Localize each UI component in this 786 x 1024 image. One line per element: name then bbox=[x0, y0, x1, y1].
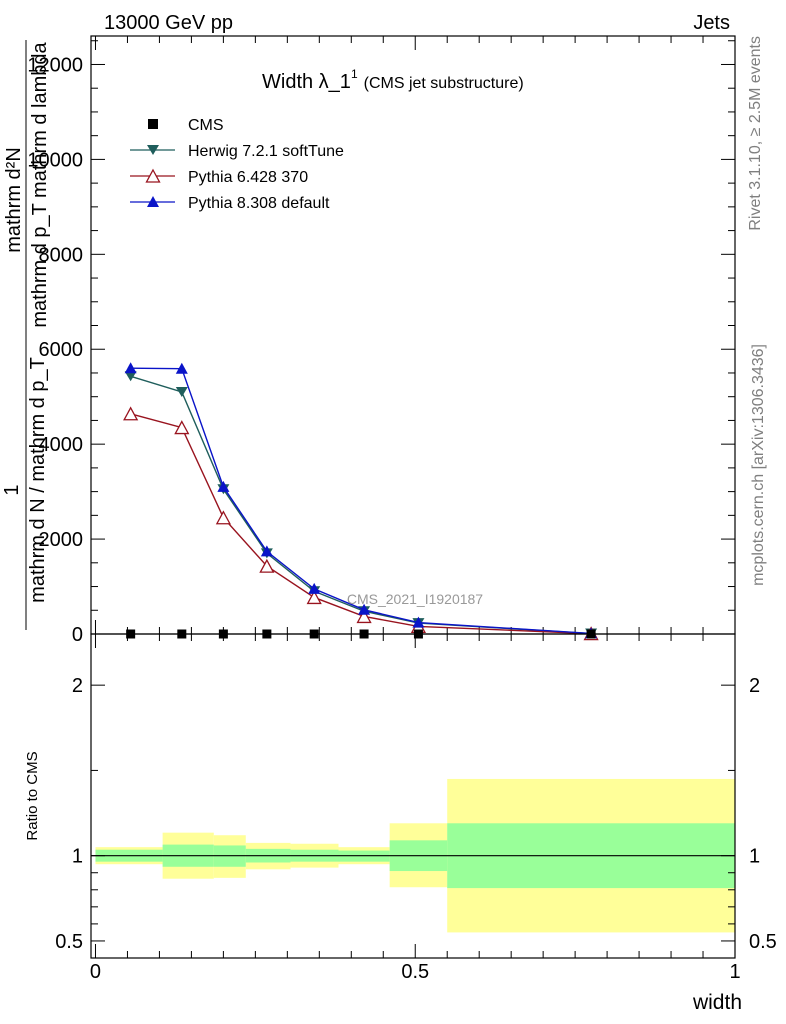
point-pythia6-0 bbox=[123, 406, 139, 421]
main-ytick-label-3: 6000 bbox=[39, 339, 84, 361]
ratio-ytick-label-right-0: 0.5 bbox=[749, 931, 777, 953]
point-pythia6-2 bbox=[215, 510, 231, 525]
point-pythia8-3 bbox=[260, 545, 273, 557]
ylabel-bottom: mathrm d N / mathrm d p_T bbox=[27, 357, 49, 603]
legend-label-pythia6: Pythia 6.428 370 bbox=[188, 169, 308, 186]
ylabel-mid: mathrm d p_T mathrm d lambda bbox=[29, 41, 51, 327]
xlabel: width bbox=[692, 991, 742, 1014]
ratio-ytick-label-right-1: 1 bbox=[749, 846, 760, 868]
point-pythia8-5 bbox=[358, 603, 371, 615]
plot-title-sup: 1 bbox=[351, 67, 358, 81]
legend-marker-herwig bbox=[147, 145, 159, 155]
ratio-ytick-label-left-1: 1 bbox=[72, 846, 83, 868]
legend-marker-pythia6 bbox=[145, 168, 161, 183]
main-ylabel: mathrm d²N mathrm d p_T mathrm d lambda … bbox=[1, 40, 51, 630]
header-left: 13000 GeV pp bbox=[104, 12, 233, 34]
ratio-ylabel: Ratio to CMS bbox=[24, 751, 41, 840]
series-line-pythia6 bbox=[130, 413, 592, 635]
main-ytick-label-2: 4000 bbox=[39, 434, 84, 456]
legend-entry-pythia6: Pythia 6.428 370 bbox=[130, 168, 308, 186]
main-ytick-label-1: 2000 bbox=[39, 529, 84, 551]
legend: CMS Herwig 7.2.1 softTune Pythia 6.428 3… bbox=[130, 117, 344, 212]
series-pythia8 bbox=[124, 362, 598, 639]
header-right: Jets bbox=[693, 12, 730, 34]
point-pythia6-1 bbox=[174, 420, 190, 435]
analysis-watermark: CMS_2021_I1920187 bbox=[347, 591, 483, 607]
xtick-label-1: 0.5 bbox=[401, 961, 429, 983]
legend-marker-pythia8 bbox=[147, 196, 159, 207]
main-panel: 0 2000 4000 6000 8000 10000 12000 bbox=[27, 35, 736, 646]
point-pythia8-6 bbox=[412, 616, 425, 628]
point-pythia6-3 bbox=[259, 558, 275, 573]
ratio-ytick-label-left-2: 2 bbox=[72, 675, 83, 697]
ratio-frame bbox=[90, 633, 736, 959]
point-herwig-1 bbox=[175, 386, 188, 397]
main-ytick-label-6: 12000 bbox=[27, 54, 83, 76]
ratio-panel: 0 0.5 1 0.5 0.5 1 1 2 2 bbox=[55, 633, 777, 983]
point-herwig-0 bbox=[124, 371, 137, 382]
legend-entry-pythia8: Pythia 8.308 default bbox=[130, 195, 330, 212]
point-pythia6-4 bbox=[306, 590, 322, 605]
legend-label-cms: CMS bbox=[188, 117, 224, 134]
series-line-pythia8 bbox=[130, 367, 592, 635]
point-pythia8-1 bbox=[175, 362, 188, 374]
plot-title-note: (CMS jet substructure) bbox=[364, 75, 524, 92]
main-ytick-label-4: 8000 bbox=[39, 244, 84, 266]
legend-label-pythia8: Pythia 8.308 default bbox=[188, 195, 330, 212]
ratio-ytick-label-right-2: 2 bbox=[749, 675, 760, 697]
rivet-label: Rivet 3.1.10, ≥ 2.5M events bbox=[747, 36, 764, 231]
xtick-label-2: 1 bbox=[729, 961, 740, 983]
mcplots-label: mcplots.cern.ch [arXiv:1306.3436] bbox=[750, 344, 767, 586]
legend-label-herwig: Herwig 7.2.1 softTune bbox=[188, 143, 344, 160]
legend-entry-cms: CMS bbox=[148, 117, 224, 134]
ratio-ytick-label-left-0: 0.5 bbox=[55, 931, 83, 953]
legend-marker-cms bbox=[148, 119, 158, 129]
point-pythia8-0 bbox=[124, 362, 137, 374]
plot-title-main: Width λ_1 bbox=[262, 71, 351, 93]
ylabel-top: mathrm d²N bbox=[3, 147, 25, 253]
point-pythia6-5 bbox=[356, 609, 372, 624]
point-pythia8-2 bbox=[217, 480, 230, 492]
point-pythia8-4 bbox=[308, 582, 321, 594]
xtick-label-0: 0 bbox=[90, 961, 101, 983]
main-ytick-label-0: 0 bbox=[72, 624, 83, 646]
legend-entry-herwig: Herwig 7.2.1 softTune bbox=[130, 143, 344, 160]
plot-title: Width λ_11 (CMS jet substructure) bbox=[262, 67, 524, 93]
ylabel-one: 1 bbox=[1, 484, 23, 495]
main-ytick-label-5: 10000 bbox=[27, 149, 83, 171]
